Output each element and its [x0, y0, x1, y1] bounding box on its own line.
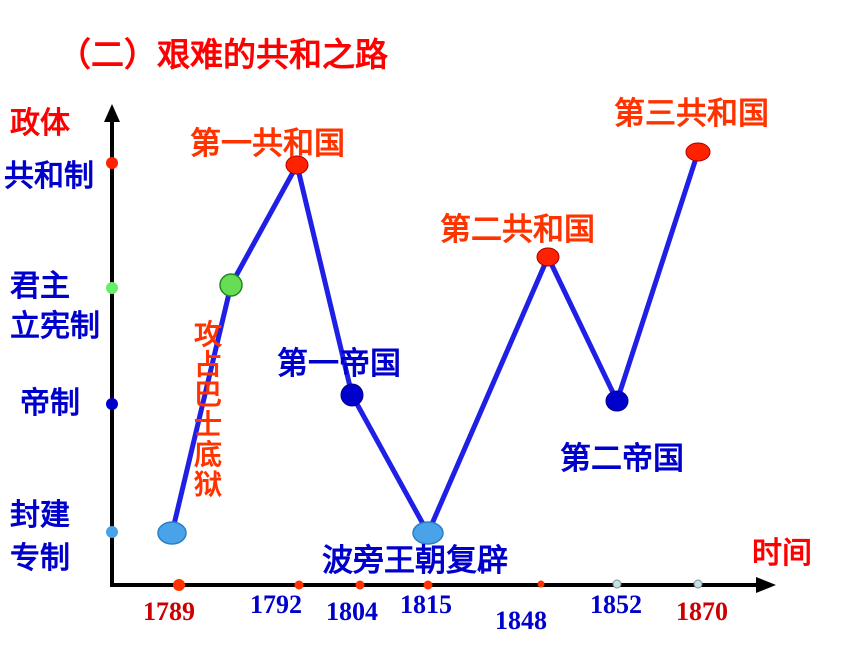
year-marker-1792 — [294, 580, 304, 590]
year-marker-1815 — [423, 580, 433, 590]
year-marker-1789 — [173, 579, 185, 591]
node-first-republic — [285, 155, 309, 175]
year-label-1815: 1815 — [400, 590, 452, 619]
event-label-second-empire: 第二帝国 — [560, 441, 684, 477]
level-marker-empire — [106, 398, 118, 410]
node-second-empire — [605, 390, 629, 412]
level-marker-republic — [106, 157, 118, 169]
x-axis-arrow — [756, 577, 776, 593]
event-label-bourbon-restoration: 波旁王朝复辟 — [322, 543, 508, 579]
y-axis-arrow — [104, 104, 120, 122]
level-label-feudal-line1: 封建 — [10, 498, 70, 533]
year-label-1848: 1848 — [495, 606, 547, 635]
y-axis-label: 政体 — [10, 106, 70, 141]
node-constitutional-monarchy — [219, 273, 243, 297]
year-marker-1852 — [612, 579, 622, 589]
event-label-storming-bastille: 攻占巴士底狱 — [193, 318, 222, 501]
node-bourbon-restoration — [412, 521, 444, 545]
level-label-feudal-line2: 专制 — [10, 541, 70, 576]
level-label-constitutional-line1: 君主 — [10, 269, 70, 304]
x-axis-label: 时间 — [752, 536, 812, 571]
year-label-1852: 1852 — [590, 590, 642, 619]
node-third-republic — [685, 142, 711, 162]
level-label-republic: 共和制 — [4, 159, 94, 194]
page-title: （二）艰难的共和之路 — [58, 35, 388, 74]
level-marker-constitutional — [106, 282, 118, 294]
regime-path-line — [169, 151, 701, 536]
level-label-constitutional-line2: 立宪制 — [10, 309, 100, 344]
year-marker-1870 — [693, 579, 703, 589]
year-label-1789: 1789 — [143, 597, 195, 626]
level-label-empire: 帝制 — [20, 386, 80, 421]
node-feudal-1789 — [157, 521, 187, 545]
node-first-empire — [340, 383, 364, 407]
event-label-first-republic: 第一共和国 — [190, 126, 345, 162]
year-label-1804: 1804 — [326, 597, 378, 626]
event-label-third-republic: 第三共和国 — [614, 96, 769, 132]
event-label-second-republic: 第二共和国 — [440, 212, 595, 248]
event-label-first-empire: 第一帝国 — [277, 346, 401, 382]
year-label-1870: 1870 — [676, 597, 728, 626]
node-second-republic — [536, 247, 560, 267]
year-label-1792: 1792 — [250, 590, 302, 619]
level-marker-feudal — [106, 526, 118, 538]
year-marker-1848 — [537, 580, 545, 588]
year-marker-1804 — [355, 580, 365, 590]
